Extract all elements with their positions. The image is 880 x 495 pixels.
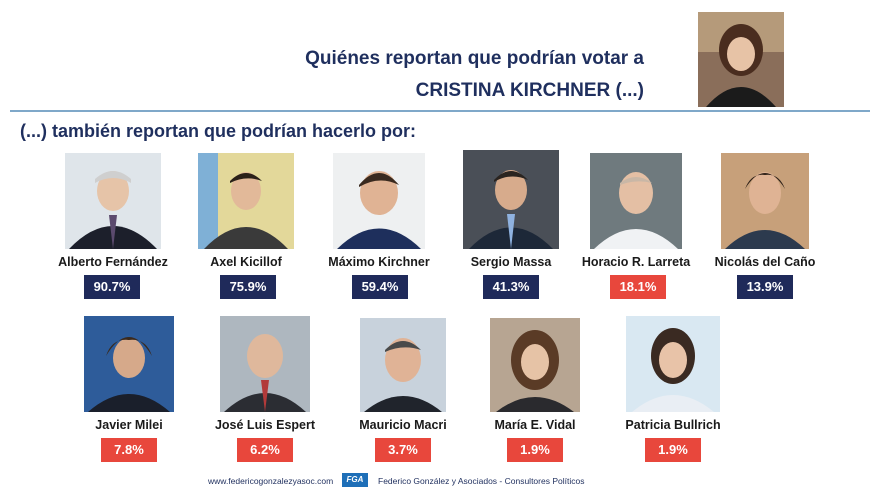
subtitle: (...) también reportan que podrían hacer… (20, 121, 417, 141)
name-horacio-larreta: Horacio R. Larreta (581, 255, 691, 269)
name-maximo-kirchner: Máximo Kirchner (328, 255, 430, 269)
footer-url-link[interactable]: www.federicogonzalezyasoc.com (208, 476, 334, 486)
percent-horacio-larreta: 18.1% (610, 275, 666, 299)
percent-alberto-fernandez: 90.7% (84, 275, 140, 299)
photo-jose-luis-espert (220, 316, 310, 412)
percent-maria-vidal: 1.9% (507, 438, 563, 462)
photo-sergio-massa (463, 150, 559, 249)
percent-jose-luis-espert: 6.2% (237, 438, 293, 462)
photo-mauricio-macri (360, 318, 446, 412)
photo-maximo-kirchner (333, 153, 425, 249)
percent-nicolas-del-cano: 13.9% (737, 275, 793, 299)
title-line-2: CRISTINA KIRCHNER (...) (415, 80, 644, 101)
name-maria-vidal: María E. Vidal (494, 418, 576, 432)
title-line-1: Quiénes reportan que podrían votar a (305, 48, 644, 69)
name-alberto-fernandez: Alberto Fernández (58, 255, 168, 269)
header-divider (10, 110, 870, 112)
photo-alberto-fernandez (65, 153, 161, 249)
photo-nicolas-del-cano (721, 153, 809, 249)
percent-maximo-kirchner: 59.4% (352, 275, 408, 299)
name-patricia-bullrich: Patricia Bullrich (625, 418, 721, 432)
percent-patricia-bullrich: 1.9% (645, 438, 701, 462)
photo-axel-kicillof (198, 153, 294, 249)
percent-javier-milei: 7.8% (101, 438, 157, 462)
header-portrait-photo (698, 12, 784, 107)
name-nicolas-del-cano: Nicolás del Caño (714, 255, 816, 269)
percent-sergio-massa: 41.3% (483, 275, 539, 299)
percent-axel-kicillof: 75.9% (220, 275, 276, 299)
photo-patricia-bullrich (626, 316, 720, 412)
name-mauricio-macri: Mauricio Macri (359, 418, 447, 432)
name-jose-luis-espert: José Luis Espert (214, 418, 316, 432)
name-sergio-massa: Sergio Massa (470, 255, 552, 269)
percent-mauricio-macri: 3.7% (375, 438, 431, 462)
name-javier-milei: Javier Milei (95, 418, 163, 432)
photo-horacio-larreta (590, 153, 682, 249)
fga-logo: FGA (342, 473, 368, 487)
photo-maria-vidal (490, 318, 580, 412)
name-axel-kicillof: Axel Kicillof (210, 255, 282, 269)
footer-firm-name: Federico González y Asociados - Consulto… (378, 476, 585, 486)
photo-javier-milei (84, 316, 174, 412)
